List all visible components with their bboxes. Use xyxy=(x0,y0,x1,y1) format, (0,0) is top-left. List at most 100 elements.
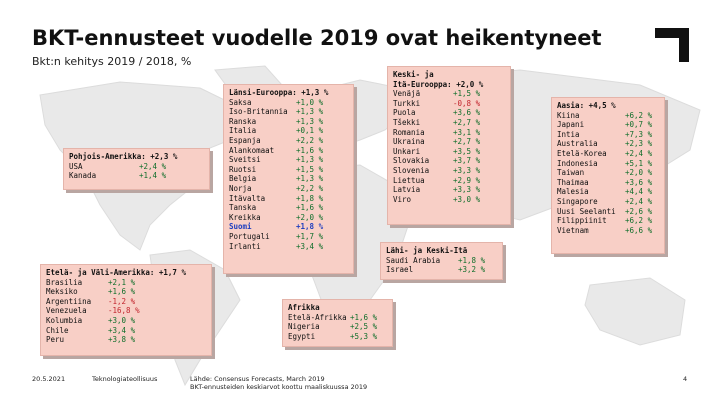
country-name: Saudi Arabia xyxy=(386,255,441,265)
country-name: Argentiina xyxy=(46,296,92,306)
page-title: BKT-ennusteet vuodelle 2019 ovat heikent… xyxy=(32,26,602,50)
country-row: Portugali +1,7 % xyxy=(229,232,348,242)
country-row: Italia +0,1 % xyxy=(229,126,348,136)
country-row: Brasilia +2,1 % xyxy=(46,278,206,288)
country-row: Espanja +2,2 % xyxy=(229,136,348,146)
country-value: +4,4 % xyxy=(625,187,653,197)
country-name: Unkari xyxy=(393,146,421,156)
country-value: +3,0 % xyxy=(108,315,136,325)
footer-source-line-1: Lähde: Consensus Forecasts, March 2019 xyxy=(190,375,325,383)
country-value: +2,5 % xyxy=(350,322,378,332)
country-row: Saudi Arabia +1,8 % xyxy=(386,256,497,266)
region-eastern-europe: Keski- ja Itä-Eurooppa: +2,0 % Venäjä +1,… xyxy=(387,66,511,225)
country-row: Ranska +1,3 % xyxy=(229,117,348,127)
region-header: Etelä- ja Väli-Amerikka: +1,7 % xyxy=(46,268,186,277)
country-value: +2,0 % xyxy=(625,168,653,178)
country-value: +2,0 % xyxy=(296,212,324,222)
country-name: Filippiinit xyxy=(557,216,607,226)
country-name: Slovakia xyxy=(393,156,430,166)
country-value: +1,4 % xyxy=(139,171,167,181)
country-value: +0,1 % xyxy=(296,126,324,136)
country-name: Turkki xyxy=(393,98,421,108)
country-row: Kanada +1,4 % xyxy=(69,171,204,181)
country-row: Indonesia +5,1 % xyxy=(557,159,659,169)
country-name: Japani xyxy=(557,120,585,130)
country-value: +1,5 % xyxy=(453,89,481,99)
country-name: Kiina xyxy=(557,110,580,120)
country-row: Ruotsi +1,5 % xyxy=(229,165,348,175)
region-header: Afrikka xyxy=(288,303,320,312)
country-row: Egypti +5,3 % xyxy=(288,332,387,342)
country-name: Thaimaa xyxy=(557,177,589,187)
country-value: +1,6 % xyxy=(350,312,378,322)
country-value: +1,6 % xyxy=(296,145,324,155)
region-rows: Etelä-Afrikka +1,6 % Nigeria +2,5 % Egypti +5… xyxy=(288,313,387,342)
country-row: Slovakia +3,7 % xyxy=(393,156,505,166)
country-name: Latvia xyxy=(393,185,421,195)
country-value: +1,5 % xyxy=(296,164,324,174)
region-header: Lähi- ja Keski-Itä xyxy=(386,246,468,255)
country-name: Etelä-Afrikka xyxy=(288,312,347,322)
country-name: Chile xyxy=(46,325,69,335)
footer-source: Lähde: Consensus Forecasts, March 2019 B… xyxy=(190,375,367,391)
country-value: +3,8 % xyxy=(108,335,136,345)
region-header: Aasia: +4,5 % xyxy=(557,101,616,110)
country-row: Kreikka +2,0 % xyxy=(229,213,348,223)
country-row: Kolumbia +3,0 % xyxy=(46,316,206,326)
region-header: Pohjois-Amerikka: +2,3 % xyxy=(69,152,178,161)
country-name: Vietnam xyxy=(557,225,589,235)
country-row: Ukraina +2,7 % xyxy=(393,137,505,147)
country-name: Kreikka xyxy=(229,212,261,222)
region-rows: Saksa +1,0 % Iso-Britannia +1,3 % Ranska +1,3… xyxy=(229,98,348,252)
country-value: +1,8 % xyxy=(458,255,486,265)
country-name: Etelä-Korea xyxy=(557,148,607,158)
country-row: Etelä-Korea +2,4 % xyxy=(557,149,659,159)
region-header: Länsi-Eurooppa: +1,3 % xyxy=(229,88,329,97)
country-value: +1,3 % xyxy=(296,107,324,117)
country-value: +3,5 % xyxy=(453,146,481,156)
country-value: -0,8 % xyxy=(453,98,481,108)
region-north-america: Pohjois-Amerikka: +2,3 % USA +2,4 % Kanada… xyxy=(63,148,210,190)
country-row: Uusi Seelanti +2,6 % xyxy=(557,207,659,217)
footer-source-line-2: BKT-ennusteiden keskiarvot koottu maalis… xyxy=(190,383,368,391)
country-value: +3,3 % xyxy=(453,185,481,195)
country-row: Chile +3,4 % xyxy=(46,326,206,336)
country-name: Itävalta xyxy=(229,193,266,203)
country-name: Israel xyxy=(386,265,414,275)
country-value: +7,3 % xyxy=(625,129,653,139)
country-row: Israel +3,2 % xyxy=(386,265,497,275)
country-name: Saksa xyxy=(229,97,252,107)
country-name: Puola xyxy=(393,108,416,118)
country-value: +2,7 % xyxy=(453,137,481,147)
country-value: +3,4 % xyxy=(108,325,136,335)
country-name: Indonesia xyxy=(557,158,598,168)
country-value: +3,4 % xyxy=(296,241,324,251)
region-rows: Brasilia +2,1 % Meksiko +1,6 % Argentiina -1,… xyxy=(46,278,206,345)
country-row: Suomi +1,8 % xyxy=(229,222,348,232)
country-name: Norja xyxy=(229,183,252,193)
country-row: Saksa +1,0 % xyxy=(229,98,348,108)
country-row: Latvia +3,3 % xyxy=(393,185,505,195)
country-row: Irlanti +3,4 % xyxy=(229,242,348,252)
country-value: +2,9 % xyxy=(453,175,481,185)
country-value: -1,2 % xyxy=(108,296,136,306)
region-rows: Kiina +6,2 % Japani +0,7 % Intia +7,3 % Austra… xyxy=(557,111,659,236)
country-row: Meksiko +1,6 % xyxy=(46,287,206,297)
country-name: Espanja xyxy=(229,135,261,145)
country-value: +2,2 % xyxy=(296,135,324,145)
country-row: Tšekki +2,7 % xyxy=(393,118,505,128)
country-row: Thaimaa +3,6 % xyxy=(557,178,659,188)
region-header-line-2: Itä-Eurooppa: +2,0 % xyxy=(393,79,484,89)
country-name: Malesia xyxy=(557,187,589,197)
country-row: Vietnam +6,6 % xyxy=(557,226,659,236)
country-name: Nigeria xyxy=(288,322,320,332)
country-name: Brasilia xyxy=(46,277,83,287)
country-name: Sveitsi xyxy=(229,155,261,165)
country-name: Viro xyxy=(393,194,412,204)
country-value: +6,6 % xyxy=(625,225,653,235)
country-value: +1,8 % xyxy=(296,193,324,203)
country-value: +1,0 % xyxy=(296,97,324,107)
country-row: Malesia +4,4 % xyxy=(557,187,659,197)
country-row: Venäjä +1,5 % xyxy=(393,89,505,99)
country-value: +1,3 % xyxy=(296,174,324,184)
